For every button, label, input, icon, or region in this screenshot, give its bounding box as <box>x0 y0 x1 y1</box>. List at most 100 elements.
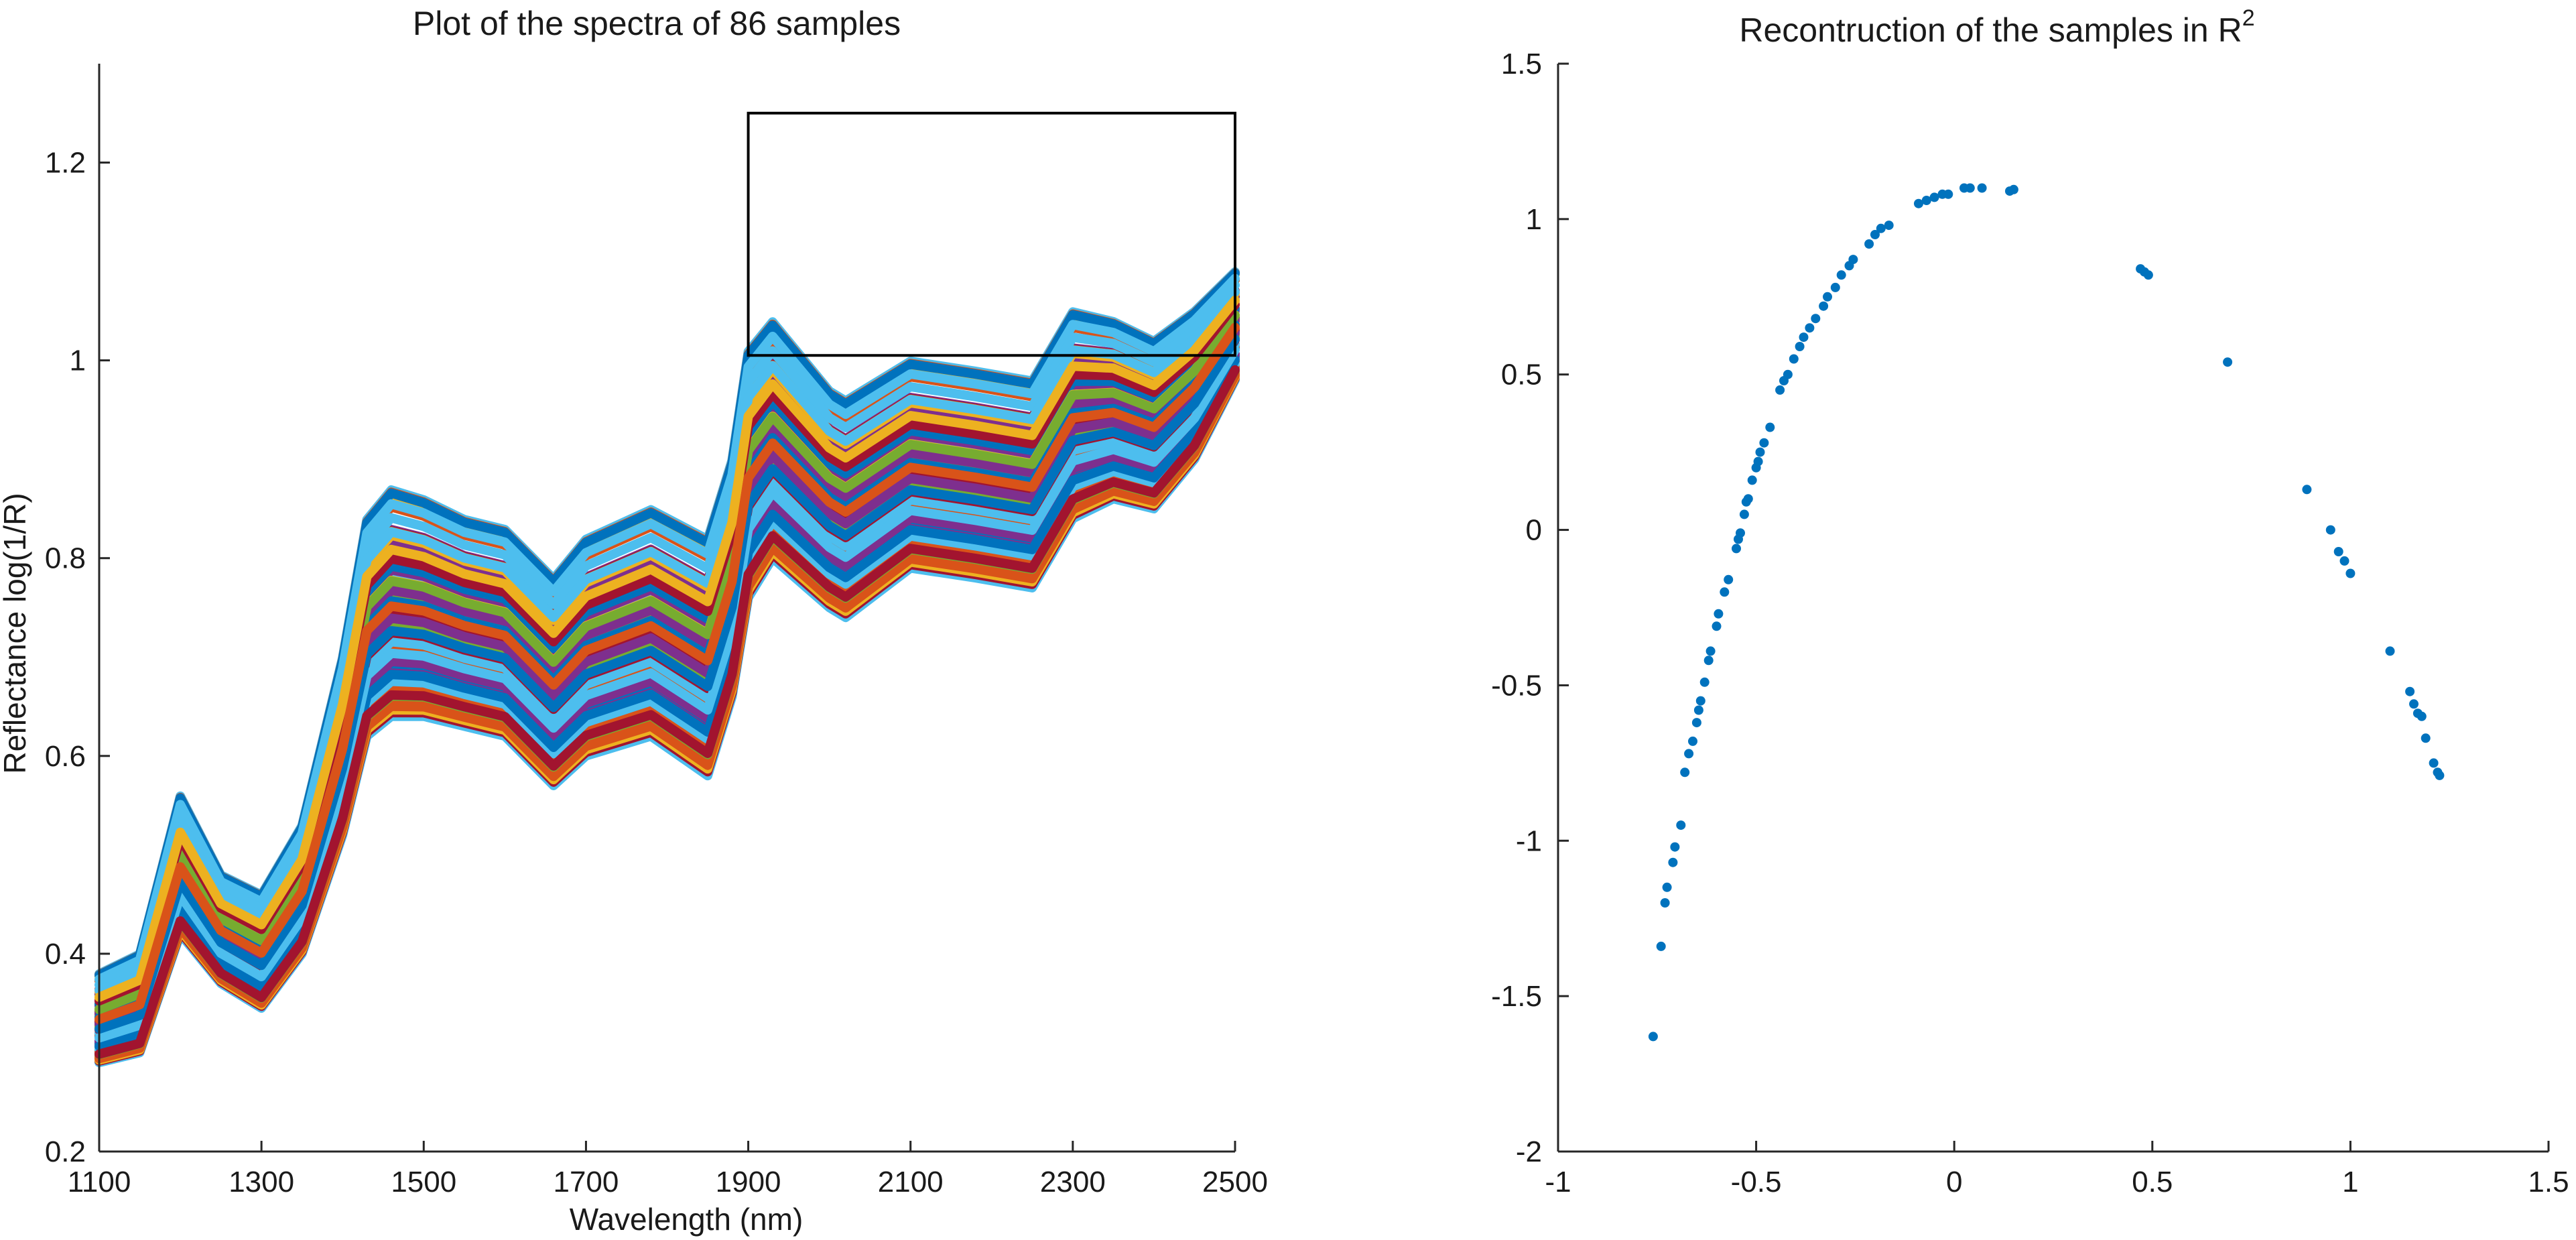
zoom-rectangle <box>747 111 1236 357</box>
spectra-x-ticks: 1100 1300 1500 1700 1900 2100 2300 2500 <box>68 1141 1268 1198</box>
scatter-point <box>1660 898 1670 908</box>
scatter-point <box>1739 509 1749 519</box>
spectra-plot: Plot of the spectra of 86 samples 1100 13… <box>0 5 1268 1237</box>
scatter-point <box>2429 758 2439 768</box>
scatter-point <box>1755 447 1765 457</box>
scatter-y-tick-label: -0.5 <box>1491 669 1542 702</box>
spectra-x-tick-label: 1900 <box>716 1166 781 1198</box>
scatter-point <box>1705 646 1716 656</box>
spectra-curves <box>94 267 1240 1068</box>
scatter-point <box>1693 705 1703 715</box>
scatter-point <box>1736 528 1745 538</box>
scatter-point <box>1789 354 1799 364</box>
scatter-x-tick-label: -1 <box>1545 1166 1571 1198</box>
spectra-plot-title: Plot of the spectra of 86 samples <box>413 5 901 42</box>
scatter-point <box>2417 711 2427 721</box>
scatter-point <box>2333 547 2343 556</box>
scatter-point <box>2385 646 2395 656</box>
scatter-point <box>2143 270 2153 280</box>
scatter-x-ticks: -1 -0.5 0 0.5 1 1.5 <box>1545 1141 2569 1198</box>
scatter-y-tick-label: -1.5 <box>1491 980 1542 1013</box>
scatter-y-tick-label: -2 <box>1516 1135 1542 1168</box>
spectra-x-label: Wavelength (nm) <box>570 1202 803 1237</box>
scatter-point <box>1830 282 1840 292</box>
spectra-x-tick-label: 2300 <box>1040 1166 1106 1198</box>
scatter-point <box>1836 270 1846 280</box>
scatter-point <box>1805 323 1815 333</box>
scatter-point <box>1743 494 1753 504</box>
scatter-point <box>2435 770 2445 780</box>
spectra-y-tick-label: 1 <box>70 345 86 377</box>
spectra-x-tick-label: 2500 <box>1202 1166 1268 1198</box>
spectra-y-tick-label: 0.6 <box>45 740 86 773</box>
spectrum-line <box>94 365 1240 1059</box>
scatter-point <box>2223 357 2233 367</box>
spectrum-line <box>94 345 1240 1043</box>
scatter-y-tick-label: 0 <box>1526 514 1542 547</box>
scatter-y-ticks: -2 -1.5 -1 -0.5 0 0.5 1 1.5 <box>1491 48 1569 1168</box>
spectra-y-label: Reflectance log(1/R) <box>0 493 32 773</box>
scatter-point <box>1759 438 1769 448</box>
scatter-point <box>1656 941 1666 951</box>
spectrum-line <box>94 310 1240 1015</box>
scatter-point <box>1848 255 1858 265</box>
scatter-point <box>1714 609 1724 619</box>
scatter-point <box>1688 736 1697 746</box>
spectrum-line <box>94 334 1240 1034</box>
scatter-point <box>1668 857 1678 867</box>
scatter-point <box>1929 192 1939 202</box>
scatter-y-tick-label: 0.5 <box>1501 359 1542 391</box>
scatter-point <box>2008 184 2018 194</box>
scatter-point <box>1662 882 1672 892</box>
scatter-x-tick-label: 0 <box>1946 1166 1962 1198</box>
scatter-point <box>1823 292 1832 302</box>
scatter-point <box>1732 544 1741 554</box>
scatter-point <box>1699 677 1710 687</box>
scatter-point <box>1703 656 1714 666</box>
scatter-point <box>1691 718 1701 728</box>
scatter-point <box>1921 196 1931 205</box>
scatter-point <box>1914 198 1923 208</box>
scatter-point <box>1870 230 1880 239</box>
scatter-point <box>1676 820 1686 830</box>
scatter-point <box>1799 332 1809 343</box>
scatter-point <box>1712 621 1722 631</box>
scatter-point <box>2409 699 2419 709</box>
scatter-point <box>1819 301 1829 311</box>
spectra-x-tick-label: 2100 <box>878 1166 944 1198</box>
scatter-point <box>1884 221 1894 231</box>
scatter-y-tick-label: 1.5 <box>1501 48 1542 80</box>
scatter-plot: Recontruction of the samples in R2 -1 -0.… <box>1491 5 2569 1198</box>
scatter-point <box>1977 183 1987 193</box>
scatter-point <box>1943 189 1953 199</box>
scatter-point <box>1765 422 1775 432</box>
spectra-x-tick-label: 1700 <box>553 1166 619 1198</box>
scatter-point <box>1864 239 1874 249</box>
scatter-point <box>2345 568 2356 578</box>
spectrum-line <box>94 322 1240 1024</box>
scatter-x-tick-label: -0.5 <box>1731 1166 1782 1198</box>
scatter-point <box>1724 574 1734 584</box>
spectra-y-tick-label: 0.8 <box>45 542 86 575</box>
scatter-point <box>2339 556 2349 566</box>
spectra-x-tick-label: 1300 <box>229 1166 294 1198</box>
spectra-y-tick-label: 1.2 <box>45 147 86 180</box>
scatter-point <box>1876 223 1886 233</box>
scatter-y-tick-label: 1 <box>1526 203 1542 236</box>
spectra-y-tick-label: 0.2 <box>45 1135 86 1168</box>
scatter-point <box>1811 314 1821 324</box>
scatter-point <box>2405 686 2415 696</box>
spectra-x-tick-label: 1500 <box>391 1166 456 1198</box>
scatter-x-tick-label: 1.5 <box>2528 1166 2569 1198</box>
scatter-point <box>1965 183 1975 193</box>
scatter-point <box>1795 342 1805 351</box>
scatter-point <box>1783 369 1793 379</box>
scatter-point <box>1680 767 1690 778</box>
scatter-point <box>1753 456 1763 467</box>
scatter-x-tick-label: 1 <box>2342 1166 2358 1198</box>
scatter-point <box>2302 485 2312 495</box>
scatter-point <box>1648 1032 1658 1042</box>
scatter-points <box>1648 183 2445 1042</box>
scatter-point <box>1720 587 1730 597</box>
